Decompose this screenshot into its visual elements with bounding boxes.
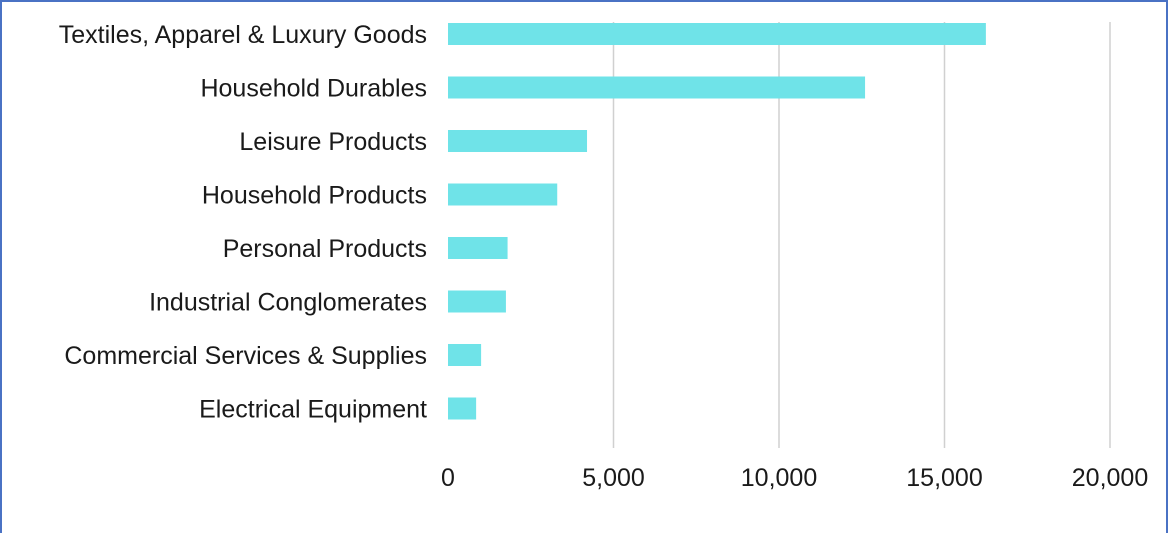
x-tick-label: 5,000: [582, 464, 645, 492]
x-tick-label: 10,000: [741, 464, 817, 492]
category-label: Industrial Conglomerates: [149, 289, 427, 317]
bar: [448, 344, 482, 366]
category-label: Textiles, Apparel & Luxury Goods: [59, 21, 427, 49]
x-axis-tick-labels: 0 5,000 10,000 15,000 20,000: [441, 464, 1148, 492]
bars: [448, 23, 986, 420]
category-label: Household Durables: [200, 75, 427, 103]
bar: [448, 237, 508, 259]
category-label: Electrical Equipment: [199, 396, 427, 424]
category-label: Leisure Products: [239, 128, 427, 156]
bar: [448, 290, 506, 313]
x-tick-label: 20,000: [1072, 464, 1148, 492]
bar: [448, 76, 866, 99]
bar: [448, 183, 558, 206]
category-label: Commercial Services & Supplies: [64, 342, 427, 370]
x-tick-label: 0: [441, 464, 455, 492]
bar: [448, 397, 477, 420]
x-tick-label: 15,000: [906, 464, 982, 492]
category-labels: Textiles, Apparel & Luxury Goods Househol…: [59, 21, 427, 424]
bar: [448, 130, 588, 152]
bar: [448, 23, 986, 45]
category-label: Household Products: [202, 182, 427, 210]
category-label: Personal Products: [223, 235, 427, 263]
